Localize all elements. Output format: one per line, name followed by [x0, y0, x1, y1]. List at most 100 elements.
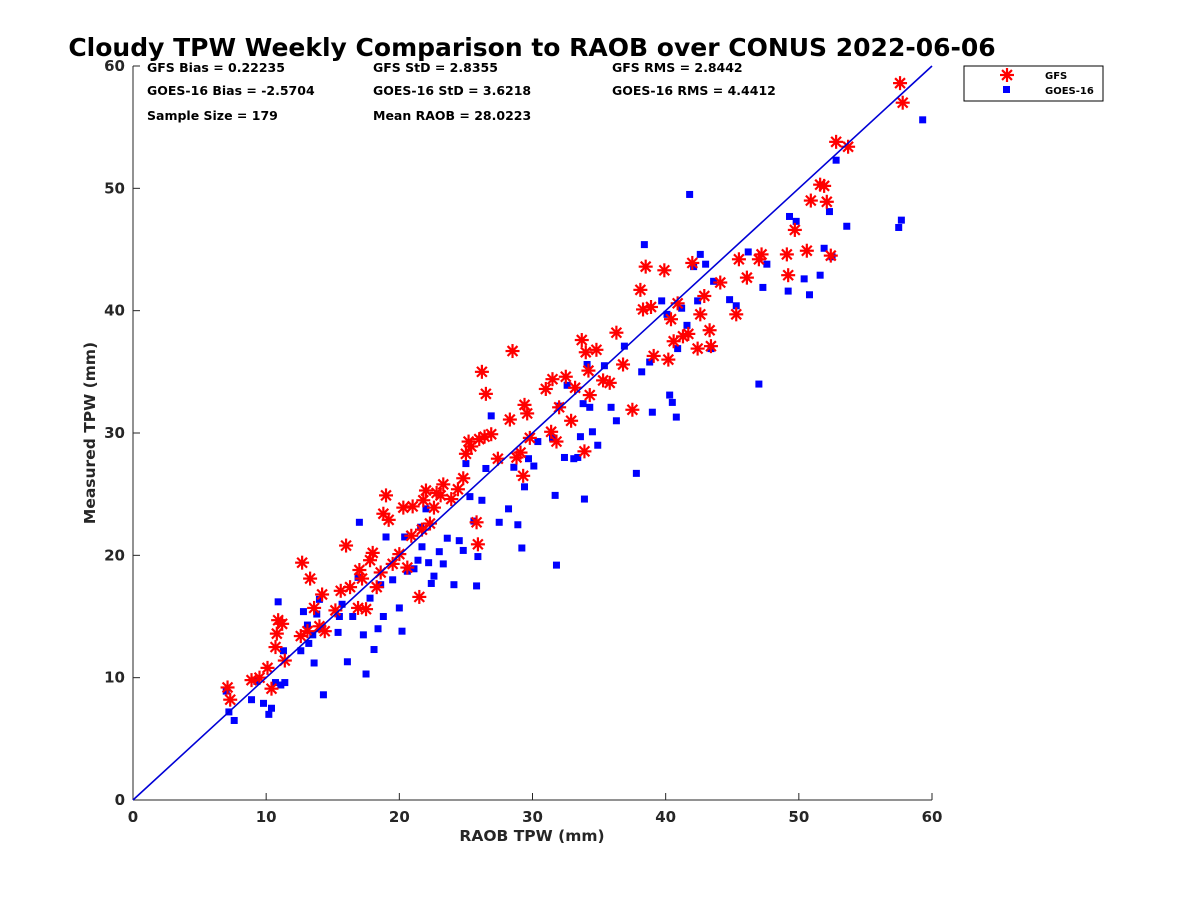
- gfs-point: [300, 624, 315, 639]
- gfs-point: [433, 488, 448, 503]
- gfs-point: [312, 619, 327, 634]
- goes-16-point: [443, 534, 451, 542]
- gfs-point: [275, 616, 290, 631]
- gfs-point: [516, 468, 531, 483]
- goes-16-point: [459, 546, 467, 554]
- gfs-point: [416, 493, 431, 508]
- gfs-point: [303, 571, 318, 586]
- goes-16-point: [732, 302, 740, 310]
- legend-box: [963, 65, 1104, 102]
- goes-16-point: [648, 408, 656, 416]
- goes-16-point: [683, 321, 691, 329]
- goes-16-point: [668, 398, 676, 406]
- gfs-point: [644, 299, 659, 314]
- goes-16-point: [435, 548, 443, 556]
- goes-16-point: [525, 455, 533, 463]
- legend-gfs-marker: [1000, 68, 1014, 82]
- gfs-point: [470, 537, 485, 552]
- goes-bias-stat: GOES-16 Bias = -2.5704: [147, 83, 315, 98]
- gfs-point: [456, 471, 471, 486]
- y-tick-label-2: 20: [104, 546, 125, 564]
- goes-16-point: [710, 277, 718, 285]
- y-tick-label-5: 50: [104, 179, 125, 197]
- x-tick-label-5: 50: [788, 808, 809, 826]
- gfs-point: [396, 500, 411, 515]
- goes-16-point: [505, 505, 513, 513]
- goes-16-point: [640, 241, 648, 249]
- gfs-point: [317, 624, 332, 639]
- goes-16-point: [843, 222, 851, 230]
- gfs-point: [616, 357, 631, 372]
- x-tick-label-2: 20: [389, 808, 410, 826]
- gfs-point: [646, 348, 661, 363]
- gfs-point: [787, 222, 802, 237]
- goes-16-point: [473, 582, 481, 590]
- goes-16-point: [487, 412, 495, 420]
- goes-16-point: [514, 521, 522, 529]
- goes-16-point: [820, 244, 828, 252]
- goes-16-point: [579, 400, 587, 408]
- goes-16-point: [398, 627, 406, 635]
- gfs-point: [609, 325, 624, 340]
- gfs-point: [307, 600, 322, 615]
- goes-16-point: [552, 561, 560, 569]
- goes-16-point: [786, 212, 794, 220]
- goes-16-point: [430, 572, 438, 580]
- one-to-one-line: [132, 65, 933, 801]
- goes-16-point: [478, 496, 486, 504]
- gfs-point: [315, 587, 330, 602]
- plot-area: 0 10 20 30 40 50 60 0 10 20 30 40 50 60: [104, 57, 942, 826]
- y-tick-label-6: 60: [104, 57, 125, 75]
- goes-16-point: [401, 533, 409, 541]
- gfs-point: [351, 600, 366, 615]
- goes-16-point: [792, 217, 800, 225]
- gfs-point: [578, 345, 593, 360]
- gfs-point: [754, 247, 769, 262]
- goes-16-point: [370, 646, 378, 654]
- gfs-point: [895, 95, 910, 110]
- gfs-point: [538, 381, 553, 396]
- gfs-point: [545, 372, 560, 387]
- gfs-point: [823, 248, 838, 263]
- gfs-point: [426, 500, 441, 515]
- goes-16-point: [672, 413, 680, 421]
- gfs-point: [264, 681, 279, 696]
- goes-16-point: [755, 380, 763, 388]
- gfs-point: [663, 312, 678, 327]
- goes-16-point: [658, 297, 666, 305]
- goes-16-point: [518, 544, 526, 552]
- gfs-point: [564, 413, 579, 428]
- gfs-point: [731, 252, 746, 267]
- gfs-point: [359, 602, 374, 617]
- gfs-point: [404, 528, 419, 543]
- gfs-point: [478, 386, 493, 401]
- goes-16-point: [726, 296, 734, 304]
- goes-16-point: [919, 116, 927, 124]
- gfs-point: [602, 375, 617, 390]
- gfs-std-stat: GFS StD = 2.8355: [373, 60, 498, 75]
- goes-16-point: [800, 275, 808, 283]
- goes-16-point: [414, 556, 422, 564]
- gfs-point: [681, 326, 696, 341]
- x-tick-label-6: 60: [922, 808, 943, 826]
- goes-16-point: [310, 659, 318, 667]
- gfs-point: [799, 243, 814, 258]
- gfs-point: [739, 270, 754, 285]
- goes-16-point: [265, 710, 273, 718]
- gfs-point: [369, 580, 384, 595]
- gfs-point: [693, 307, 708, 322]
- goes-16-point: [600, 362, 608, 370]
- gfs-point: [520, 406, 535, 421]
- gfs-point: [638, 259, 653, 274]
- goes-16-point: [299, 608, 307, 616]
- gfs-point: [461, 434, 476, 449]
- gfs-point: [502, 412, 517, 427]
- goes-16-point: [570, 455, 578, 463]
- goes-16-point: [260, 699, 268, 707]
- goes-16-point: [355, 518, 363, 526]
- y-tick-label-4: 40: [104, 302, 125, 320]
- goes-16-point: [521, 483, 529, 491]
- gfs-point: [458, 446, 473, 461]
- goes-16-point: [362, 670, 370, 678]
- goes-16-point: [382, 533, 390, 541]
